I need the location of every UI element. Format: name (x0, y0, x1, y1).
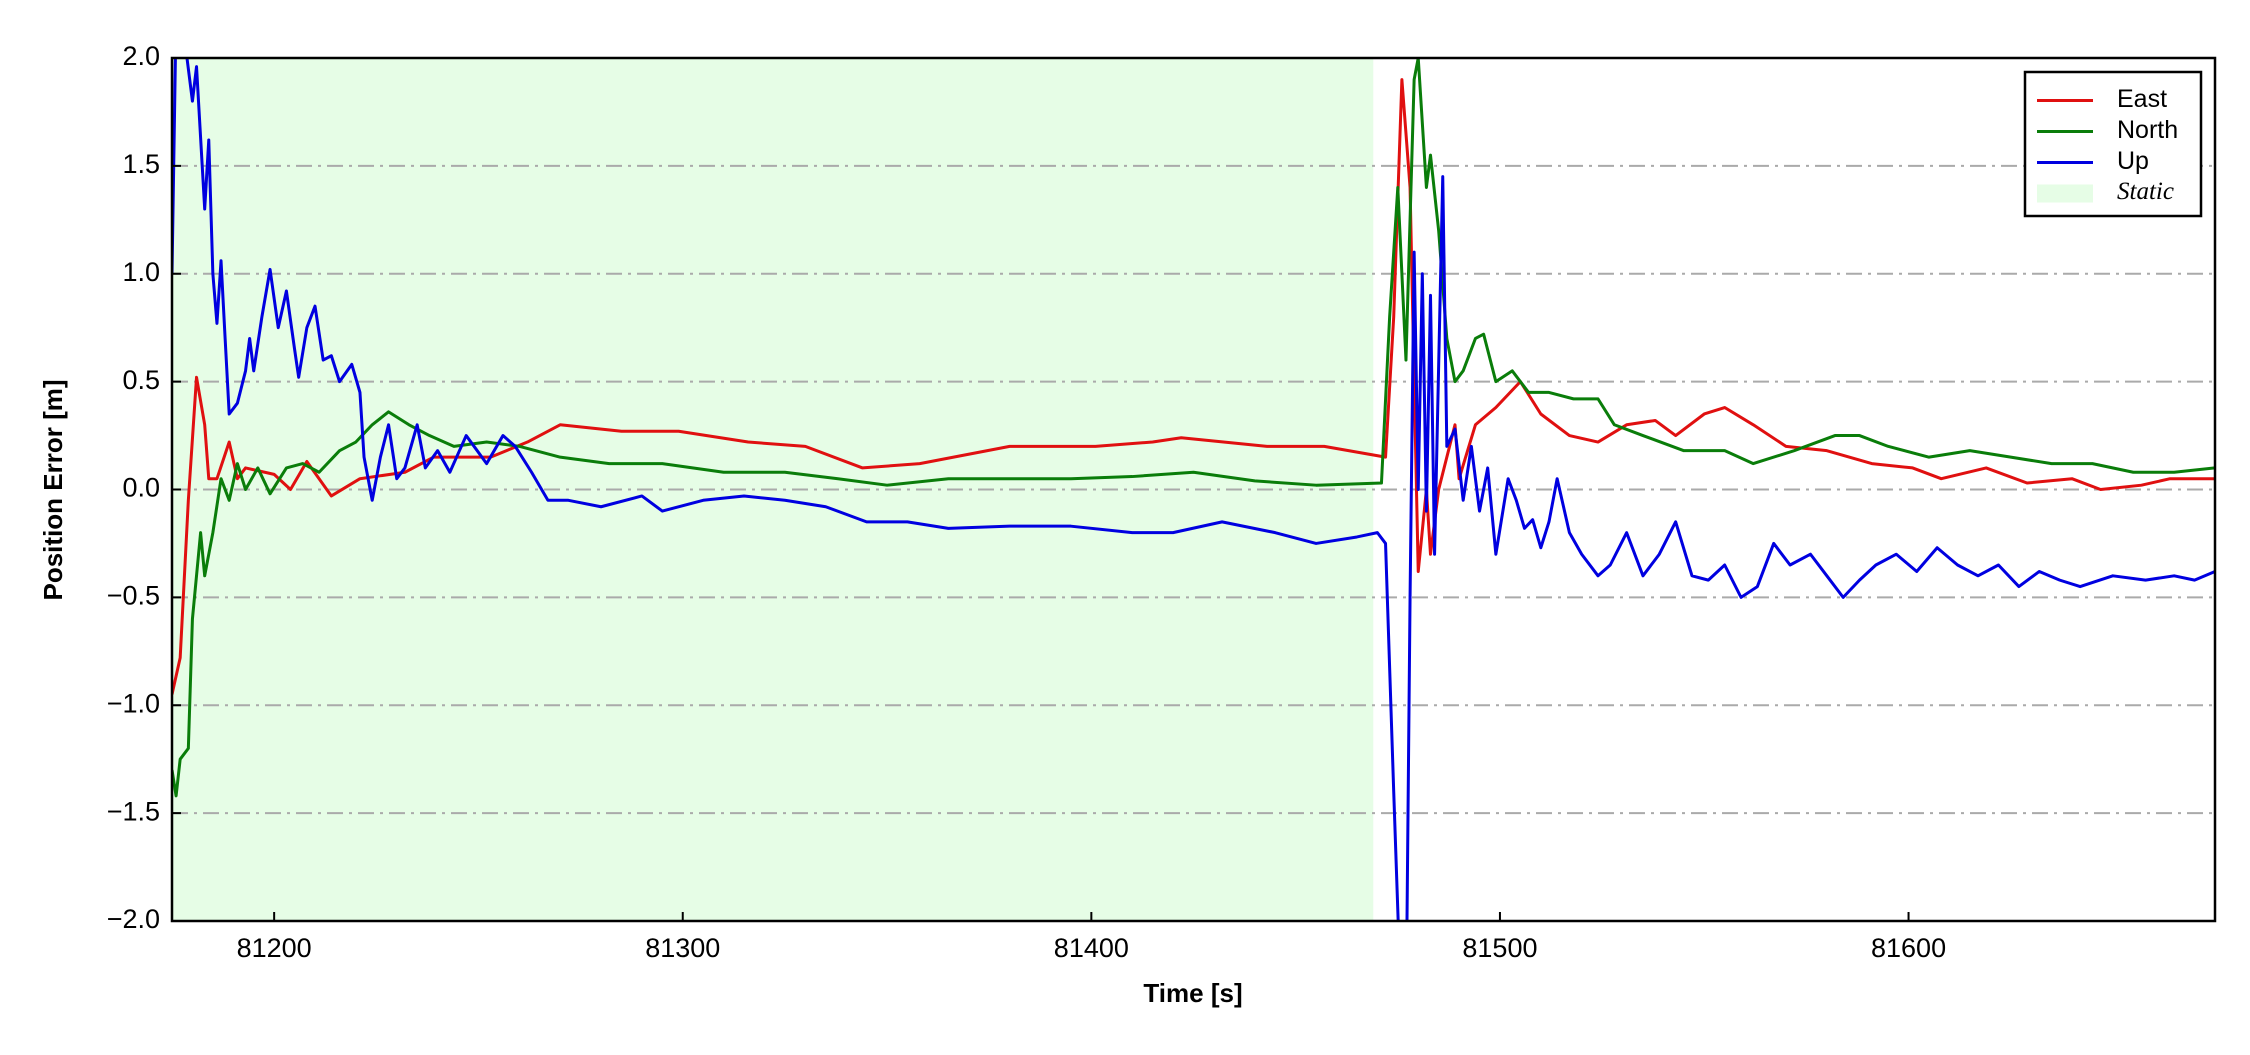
series-line (172, 78, 2215, 695)
y-tick-label: −1.5 (107, 796, 160, 826)
x-tick-label: 81300 (645, 933, 720, 963)
y-tick-label: −2.0 (107, 904, 160, 934)
plot-lines (172, 58, 2215, 921)
x-tick-label: 81200 (237, 933, 312, 963)
y-tick-label: −0.5 (107, 581, 160, 611)
legend-label: Static (2117, 178, 2174, 205)
series-line (172, 58, 2215, 921)
y-axis-title: Position Error [m] (38, 379, 68, 600)
y-tick-label: −1.0 (107, 688, 160, 718)
y-tick-label: 2.0 (122, 41, 160, 71)
y-tick-label: 0.5 (122, 365, 160, 395)
x-axis-title: Time [s] (1143, 978, 1242, 1008)
legend-label: North (2117, 116, 2178, 144)
legend-label: East (2117, 85, 2167, 113)
x-tick-label: 81400 (1054, 933, 1129, 963)
x-tick-label: 81500 (1462, 933, 1537, 963)
legend-label: Up (2117, 147, 2149, 175)
x-tick-label: 81600 (1871, 933, 1946, 963)
axes: −2.0 −1.5 −1.0 −0.5 0.0 0.5 1.0 1.5 2.0 81200 8130… (107, 41, 1946, 963)
y-tick-label: 1.5 (122, 149, 160, 179)
y-tick-label: 0.0 (122, 473, 160, 503)
y-tick-label: 1.0 (122, 257, 160, 287)
legend: East North Up Static (2023, 70, 2203, 218)
series-line (172, 58, 2215, 798)
legend-swatch (2037, 184, 2093, 203)
